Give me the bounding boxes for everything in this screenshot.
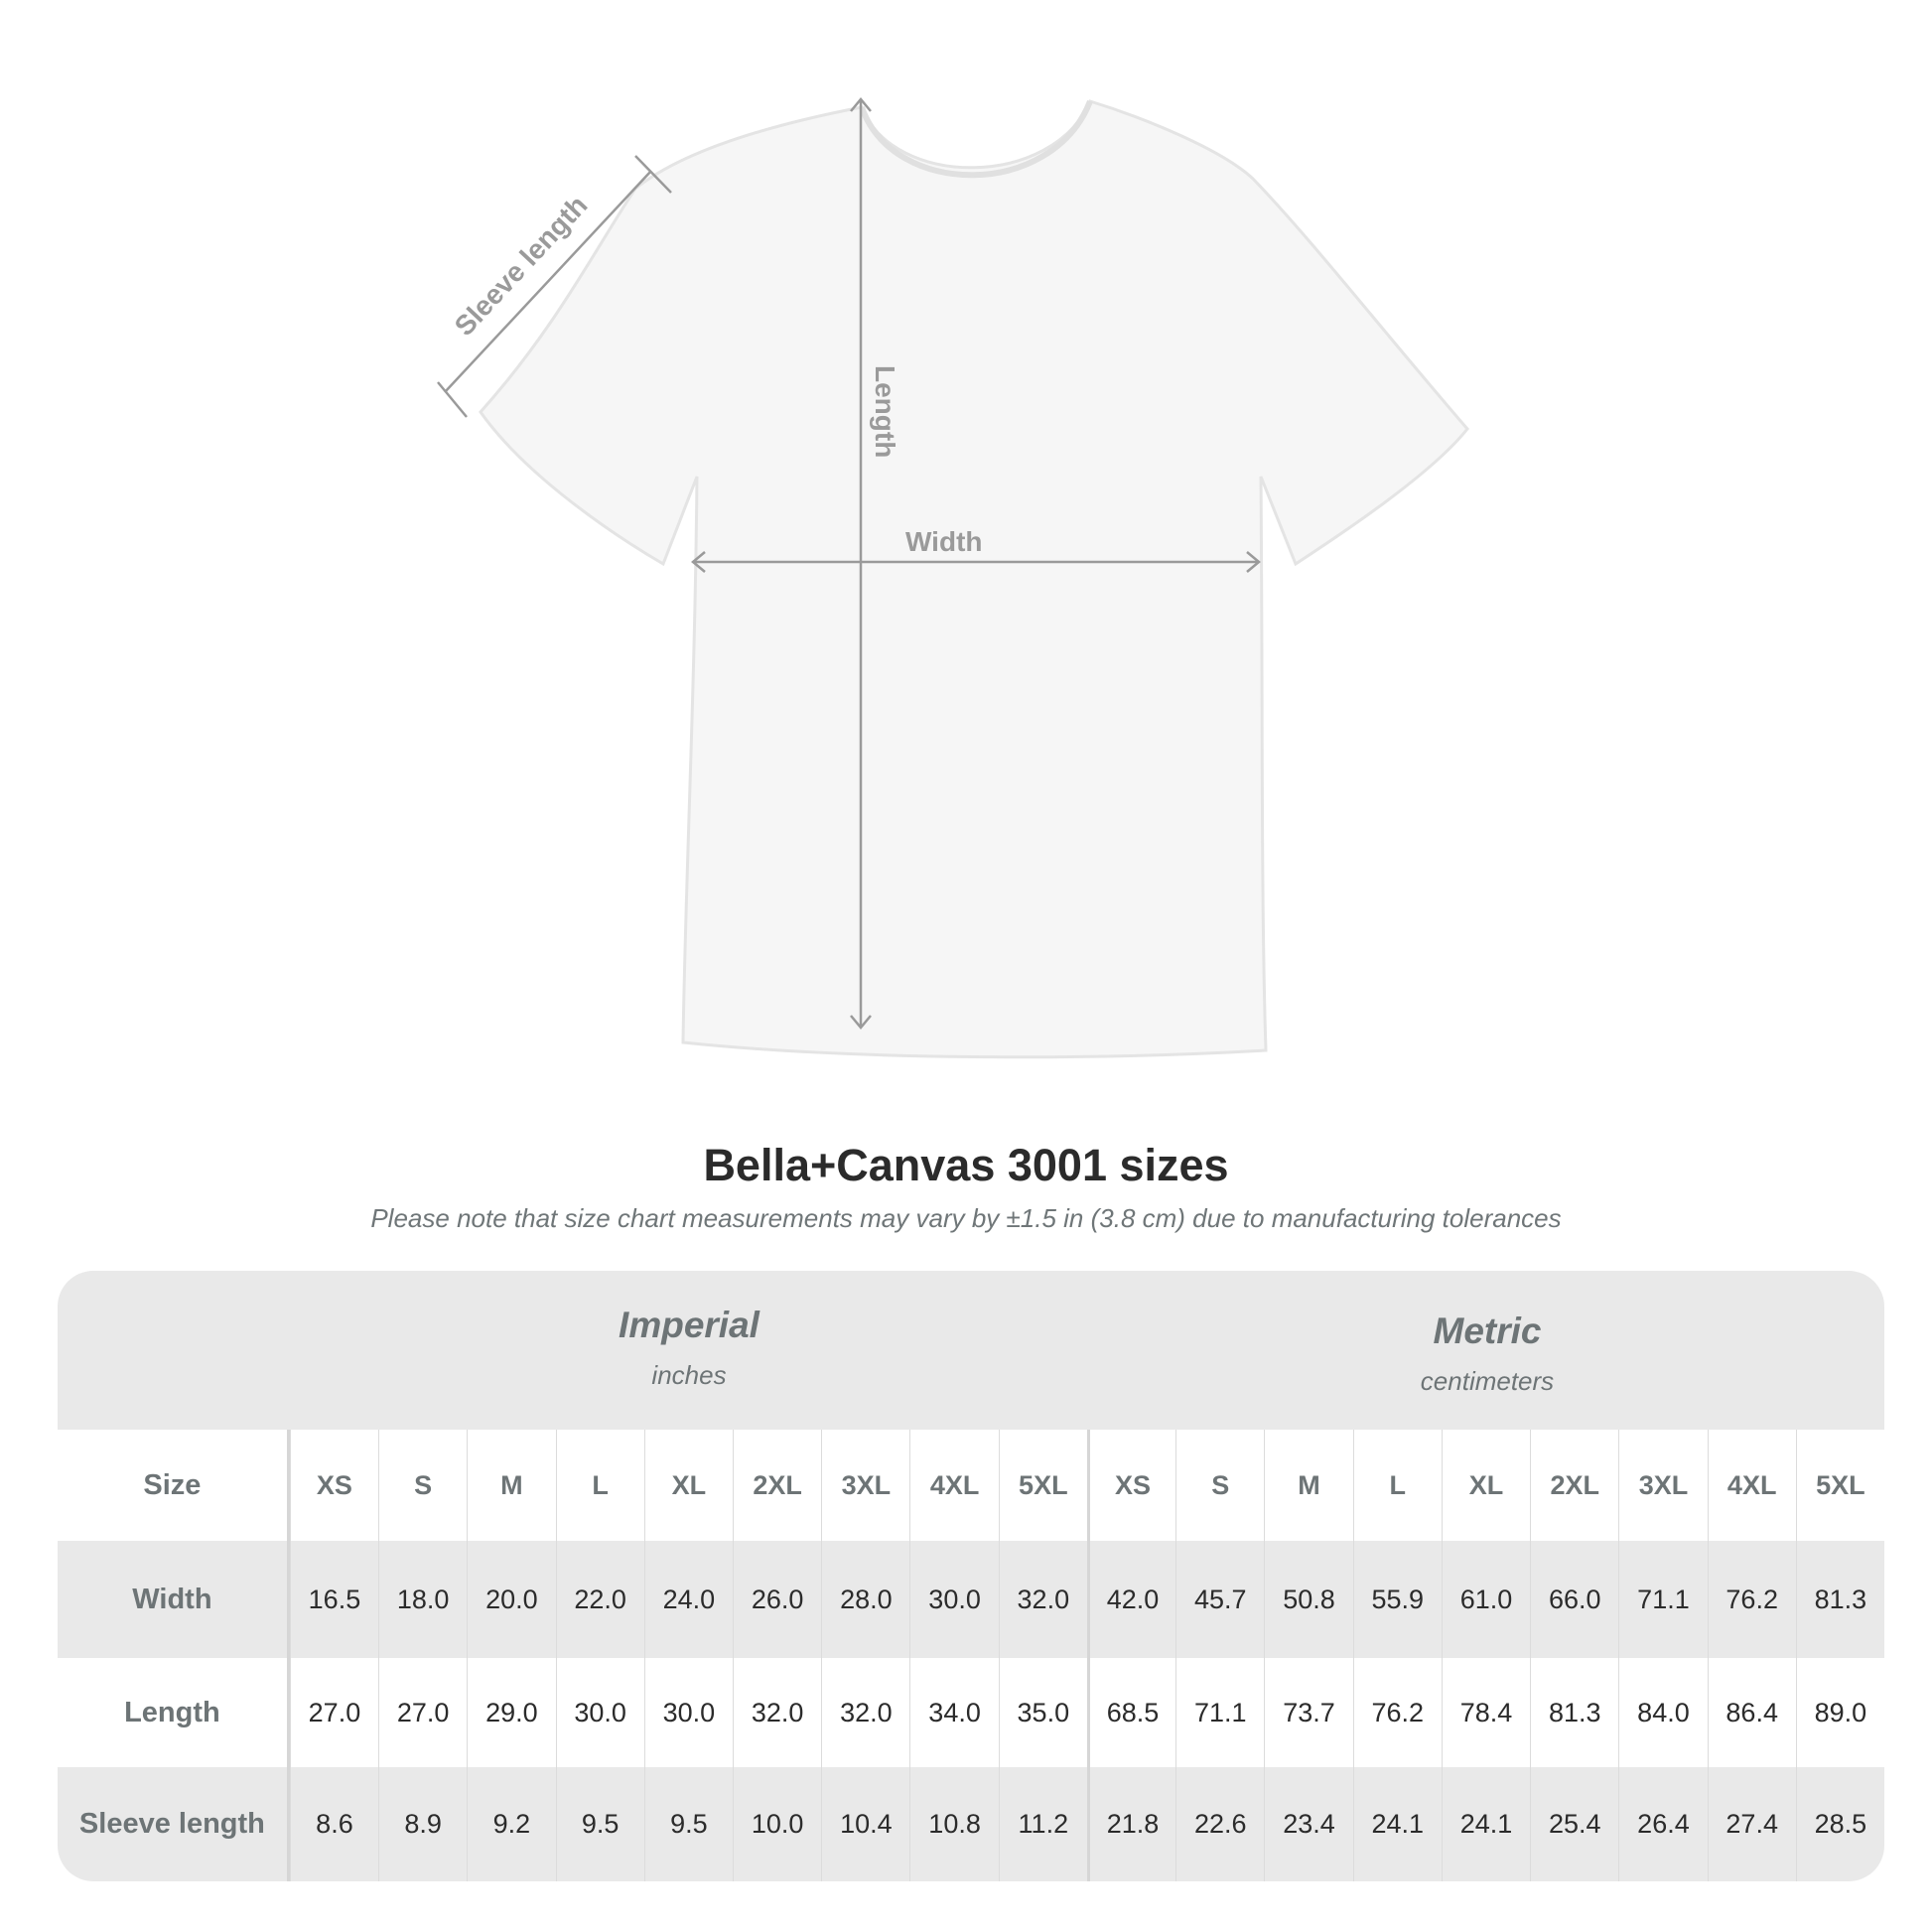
value-cell: 30.0 — [555, 1658, 644, 1767]
size-header-cell: 4XL — [909, 1430, 998, 1541]
imperial-header: Imperial inches — [290, 1305, 1088, 1391]
value-cell: 42.0 — [1086, 1541, 1175, 1658]
size-header-cell: 5XL — [998, 1430, 1087, 1541]
value-cell: 22.6 — [1175, 1767, 1264, 1881]
value-cell: 34.0 — [909, 1658, 998, 1767]
size-header-cell: L — [555, 1430, 644, 1541]
value-cell: 25.4 — [1530, 1767, 1618, 1881]
tolerance-note: Please note that size chart measurements… — [370, 1203, 1562, 1233]
value-cell: 22.0 — [555, 1541, 644, 1658]
value-cell: 55.9 — [1352, 1541, 1442, 1658]
value-cell: 30.0 — [909, 1541, 998, 1658]
tshirt-diagram: Sleeve length Length Width — [437, 97, 1469, 1059]
row-label: Length — [58, 1658, 290, 1767]
size-header-cell: L — [1352, 1430, 1442, 1541]
value-cell: 76.2 — [1352, 1658, 1442, 1767]
page-title: Bella+Canvas 3001 sizes — [703, 1140, 1229, 1190]
size-header-cell: 3XL — [1618, 1430, 1707, 1541]
value-cell: 27.0 — [378, 1658, 467, 1767]
value-cell: 61.0 — [1441, 1541, 1530, 1658]
unit-header: Imperial inches Metric centimeters — [58, 1271, 1884, 1430]
value-cell: 78.4 — [1441, 1658, 1530, 1767]
value-cell: 89.0 — [1795, 1658, 1884, 1767]
value-cell: 68.5 — [1086, 1658, 1175, 1767]
value-cell: 76.2 — [1707, 1541, 1796, 1658]
size-header-cell: XL — [1441, 1430, 1530, 1541]
value-cell: 32.0 — [998, 1541, 1087, 1658]
table-row: Length 27.0 27.0 29.0 30.0 30.0 32.0 32.0 34.0 35… — [58, 1658, 1884, 1767]
metric-unit: centimeters — [1420, 1366, 1555, 1396]
size-header-cell: 5XL — [1795, 1430, 1884, 1541]
size-header-cell: XL — [643, 1430, 733, 1541]
value-cell: 24.1 — [1352, 1767, 1442, 1881]
value-cell: 30.0 — [643, 1658, 733, 1767]
value-cell: 28.5 — [1795, 1767, 1884, 1881]
width-label: Width — [905, 526, 983, 557]
table-row: Sleeve length 8.6 8.9 9.2 9.5 9.5 10.0 10.4 10.8… — [58, 1767, 1884, 1881]
value-cell: 73.7 — [1264, 1658, 1352, 1767]
tshirt-image — [479, 99, 1469, 1059]
value-cell: 81.3 — [1530, 1658, 1618, 1767]
value-cell: 18.0 — [378, 1541, 467, 1658]
value-cell: 8.9 — [378, 1767, 467, 1881]
imperial-title: Imperial — [619, 1305, 759, 1345]
size-header-cell: S — [378, 1430, 467, 1541]
value-cell: 10.4 — [821, 1767, 909, 1881]
value-cell: 27.0 — [289, 1658, 378, 1767]
value-cell: 84.0 — [1618, 1658, 1707, 1767]
size-header-row: Size XS S M L XL 2XL 3XL 4XL 5XL XS S M L XL 2XL 3XL 4XL 5… — [58, 1430, 1884, 1541]
imperial-unit: inches — [651, 1360, 727, 1390]
value-cell: 8.6 — [289, 1767, 378, 1881]
size-header-cell: XS — [1086, 1430, 1175, 1541]
value-cell: 28.0 — [821, 1541, 909, 1658]
size-header-cell: 3XL — [821, 1430, 909, 1541]
sleeve-measure-line — [444, 170, 652, 393]
value-cell: 24.1 — [1441, 1767, 1530, 1881]
size-header-cell: M — [467, 1430, 555, 1541]
size-header-cell: 2XL — [733, 1430, 821, 1541]
value-cell: 35.0 — [998, 1658, 1087, 1767]
value-cell: 32.0 — [821, 1658, 909, 1767]
value-cell: 50.8 — [1264, 1541, 1352, 1658]
size-header-cell: 4XL — [1707, 1430, 1796, 1541]
metric-header: Metric centimeters — [1088, 1311, 1884, 1397]
value-cell: 26.4 — [1618, 1767, 1707, 1881]
row-label: Size — [58, 1430, 290, 1541]
value-cell: 23.4 — [1264, 1767, 1352, 1881]
size-header-cell: S — [1175, 1430, 1264, 1541]
value-cell: 45.7 — [1175, 1541, 1264, 1658]
metric-title: Metric — [1433, 1311, 1542, 1351]
value-cell: 9.5 — [555, 1767, 644, 1881]
row-label: Sleeve length — [58, 1767, 290, 1881]
size-header-cell: XS — [289, 1430, 378, 1541]
value-cell: 9.5 — [643, 1767, 733, 1881]
value-cell: 24.0 — [643, 1541, 733, 1658]
value-cell: 29.0 — [467, 1658, 555, 1767]
value-cell: 27.4 — [1707, 1767, 1796, 1881]
value-cell: 86.4 — [1707, 1658, 1796, 1767]
size-table: Imperial inches Metric centimeters Size X… — [58, 1271, 1884, 1881]
value-cell: 20.0 — [467, 1541, 555, 1658]
value-cell: 16.5 — [289, 1541, 378, 1658]
value-cell: 32.0 — [733, 1658, 821, 1767]
value-cell: 71.1 — [1618, 1541, 1707, 1658]
value-cell: 66.0 — [1530, 1541, 1618, 1658]
value-cell: 11.2 — [998, 1767, 1087, 1881]
value-cell: 21.8 — [1086, 1767, 1175, 1881]
table-row: Width 16.5 18.0 20.0 22.0 24.0 26.0 28.0 30.0 32.… — [58, 1541, 1884, 1658]
value-cell: 10.0 — [733, 1767, 821, 1881]
row-label: Width — [58, 1541, 290, 1658]
value-cell: 81.3 — [1795, 1541, 1884, 1658]
value-cell: 9.2 — [467, 1767, 555, 1881]
size-header-cell: 2XL — [1530, 1430, 1618, 1541]
size-header-cell: M — [1264, 1430, 1352, 1541]
value-cell: 10.8 — [909, 1767, 998, 1881]
value-cell: 71.1 — [1175, 1658, 1264, 1767]
length-label: Length — [870, 365, 900, 458]
value-cell: 26.0 — [733, 1541, 821, 1658]
